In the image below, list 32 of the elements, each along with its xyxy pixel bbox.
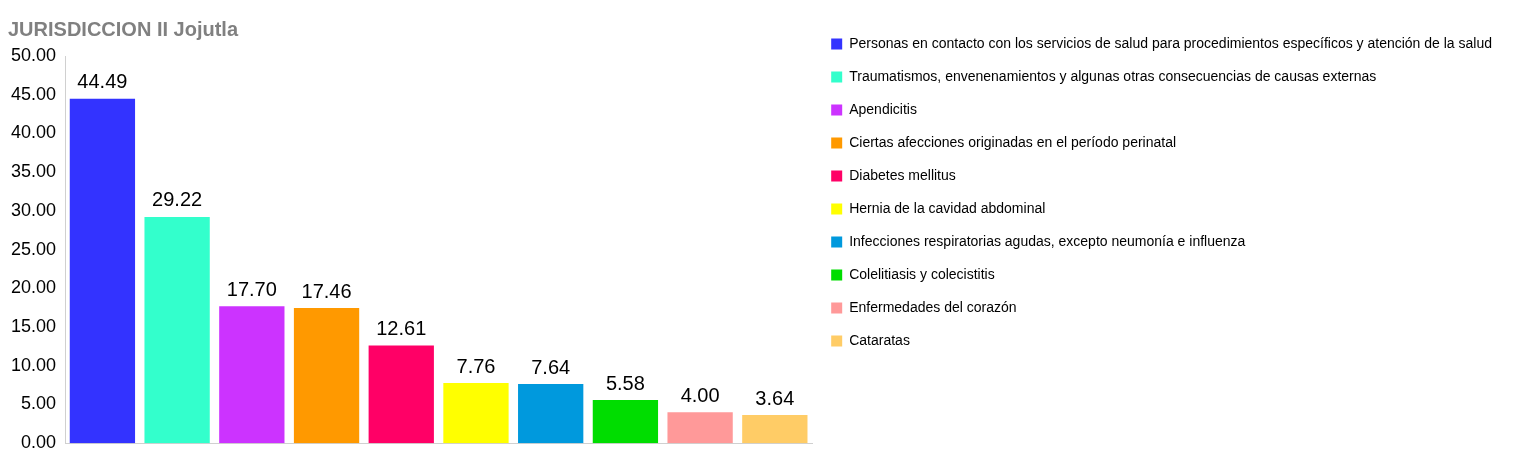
data-label: 7.76 (456, 354, 496, 377)
y-tick-label: 45.00 (11, 83, 57, 104)
legend-label: Personas en contacto con los servicios de salud para procedimientos específicos y atención de la salud (849, 34, 1492, 51)
y-tick-label: 0.00 (21, 432, 57, 453)
data-label: 12.61 (376, 317, 427, 340)
y-tick-label: 40.00 (11, 122, 57, 143)
legend-label: Diabetes mellitus (849, 166, 956, 183)
legend-label: Cataratas (849, 331, 910, 348)
data-label: 3.64 (755, 386, 795, 409)
legend-label: Enfermedades del corazón (849, 298, 1017, 315)
data-label: 17.70 (226, 277, 277, 300)
legend-label: Ciertas afecciones originadas en el período perinatal (849, 133, 1177, 150)
y-tick-label: 50.00 (11, 44, 57, 65)
y-tick-label: 35.00 (11, 161, 57, 182)
legend-label: Infecciones respiratorias agudas, excepto neumonía e influenza (849, 232, 1246, 249)
y-tick-label: 20.00 (11, 277, 57, 298)
legend-label: Traumatismos, envenenamientos y algunas otras consecuencias de causas externas (849, 67, 1377, 84)
data-label: 4.00 (680, 383, 720, 406)
legend-label: Hernia de la cavidad abdominal (849, 199, 1046, 216)
y-tick-label: 30.00 (11, 199, 57, 220)
y-tick-label: 15.00 (11, 316, 57, 337)
y-tick-label: 25.00 (11, 238, 57, 259)
data-label: 17.46 (301, 279, 352, 302)
y-tick-label: 10.00 (11, 354, 57, 375)
data-label: 29.22 (152, 188, 203, 211)
data-label: 7.64 (531, 355, 571, 378)
chart-title: JURISDICCION II Jojutla (8, 17, 239, 40)
legend-label: Apendicitis (849, 100, 917, 117)
data-label: 44.49 (77, 70, 128, 93)
y-tick-label: 5.00 (21, 393, 57, 414)
data-label: 5.58 (605, 371, 645, 394)
legend-label: Colelitiasis y colecistitis (849, 265, 995, 282)
